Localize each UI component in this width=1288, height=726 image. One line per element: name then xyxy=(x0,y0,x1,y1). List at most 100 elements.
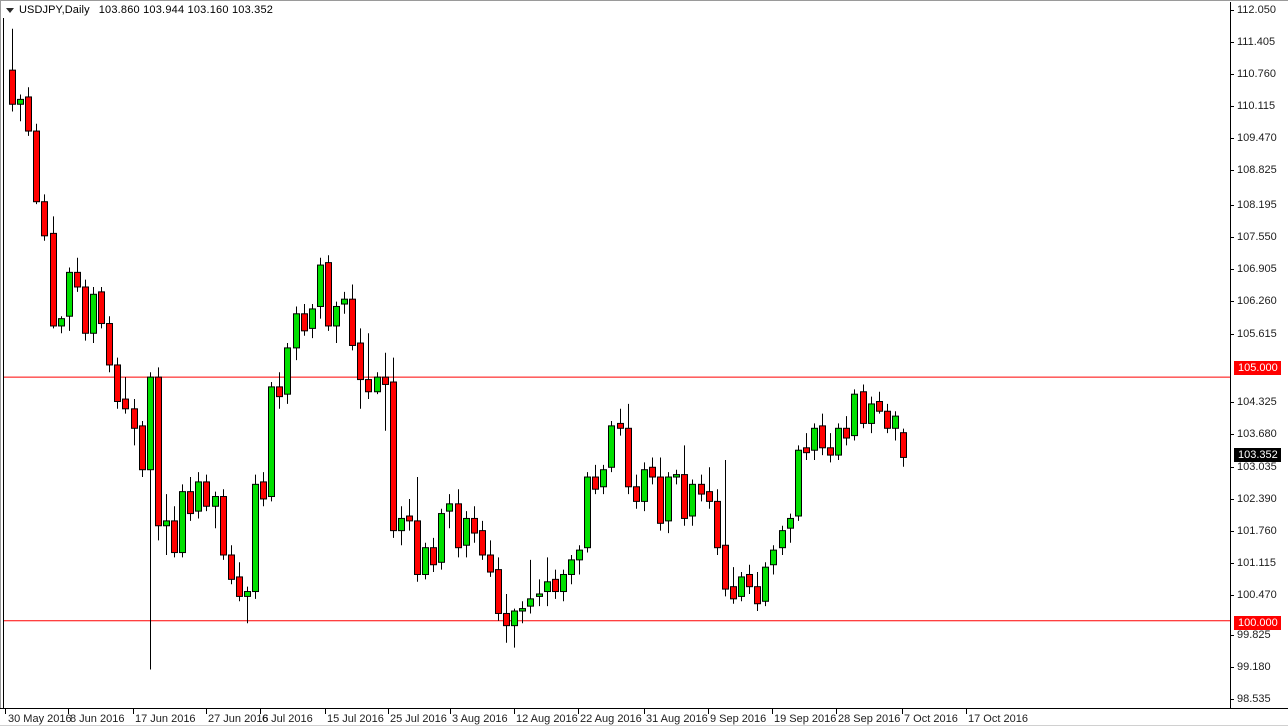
candle-bullish[interactable] xyxy=(341,291,348,314)
candle-bearish[interactable] xyxy=(706,467,713,509)
candle-bearish[interactable] xyxy=(633,474,640,509)
candle-bearish[interactable] xyxy=(819,413,826,456)
candle-bearish[interactable] xyxy=(722,459,729,597)
candle-bullish[interactable] xyxy=(519,601,526,624)
candle-bearish[interactable] xyxy=(681,445,688,526)
candle-bullish[interactable] xyxy=(787,513,794,543)
candle-bearish[interactable] xyxy=(657,457,664,531)
current-price-badge[interactable]: 103.352 xyxy=(1234,448,1281,462)
candle-bullish[interactable] xyxy=(284,343,291,404)
candle-bullish[interactable] xyxy=(779,525,786,555)
candle-bearish[interactable] xyxy=(260,472,267,507)
candle-bullish[interactable] xyxy=(212,491,219,529)
candle-bearish[interactable] xyxy=(617,408,624,436)
candle-bearish[interactable] xyxy=(592,464,599,495)
candle-bullish[interactable] xyxy=(163,494,170,555)
candle-bearish[interactable] xyxy=(382,352,389,431)
candle-bearish[interactable] xyxy=(455,489,462,558)
level-price-badge[interactable]: 100.000 xyxy=(1234,616,1281,630)
candle-bearish[interactable] xyxy=(714,489,721,555)
candle-bullish[interactable] xyxy=(147,372,154,670)
candle-bullish[interactable] xyxy=(90,286,97,344)
candle-bullish[interactable] xyxy=(179,484,186,558)
candle-bullish[interactable] xyxy=(374,372,381,395)
candle-bullish[interactable] xyxy=(770,545,777,575)
candlestick-plot-area[interactable] xyxy=(4,18,1230,708)
price-axis[interactable]: 112.050 111.405 110.760 110.115 109.470 108.8… xyxy=(1230,0,1288,708)
candle-bullish[interactable] xyxy=(568,554,575,585)
candle-bearish[interactable] xyxy=(884,403,891,434)
candle-bullish[interactable] xyxy=(446,494,453,529)
candle-bullish[interactable] xyxy=(293,306,300,361)
candle-bearish[interactable] xyxy=(203,474,210,512)
candle-bullish[interactable] xyxy=(195,472,202,519)
candle-bullish[interactable] xyxy=(58,316,65,334)
candle-bearish[interactable] xyxy=(114,357,121,409)
candle-bearish[interactable] xyxy=(25,87,32,136)
candle-bearish[interactable] xyxy=(349,284,356,351)
candle-bearish[interactable] xyxy=(33,123,40,205)
chevron-down-icon[interactable] xyxy=(6,8,14,13)
candle-bearish[interactable] xyxy=(495,557,502,621)
candle-bullish[interactable] xyxy=(17,94,24,122)
candle-bearish[interactable] xyxy=(471,506,478,543)
candle-bearish[interactable] xyxy=(106,316,113,373)
candle-bearish[interactable] xyxy=(325,255,332,331)
candle-bullish[interactable] xyxy=(689,479,696,526)
candle-bullish[interactable] xyxy=(835,423,842,460)
candle-bearish[interactable] xyxy=(730,567,737,604)
candle-bearish[interactable] xyxy=(236,562,243,602)
candle-bullish[interactable] xyxy=(851,389,858,441)
candle-bearish[interactable] xyxy=(9,28,16,112)
candle-bearish[interactable] xyxy=(365,333,372,400)
candle-bearish[interactable] xyxy=(876,391,883,414)
candle-bearish[interactable] xyxy=(139,420,146,478)
candle-bearish[interactable] xyxy=(98,286,105,329)
candle-bearish[interactable] xyxy=(390,357,397,538)
candle-bullish[interactable] xyxy=(66,267,73,331)
candle-bearish[interactable] xyxy=(228,545,235,585)
candle-bullish[interactable] xyxy=(252,474,259,599)
candle-bullish[interactable] xyxy=(244,586,251,624)
candle-bearish[interactable] xyxy=(414,477,421,582)
candle-bullish[interactable] xyxy=(738,572,745,602)
candle-bullish[interactable] xyxy=(422,542,429,580)
candle-bearish[interactable] xyxy=(625,403,632,495)
candle-bearish[interactable] xyxy=(122,377,129,414)
candle-bearish[interactable] xyxy=(860,384,867,429)
candle-bullish[interactable] xyxy=(811,423,818,460)
candle-bearish[interactable] xyxy=(74,257,81,292)
candle-bullish[interactable] xyxy=(317,257,324,319)
candle-bullish[interactable] xyxy=(463,511,470,558)
candle-bearish[interactable] xyxy=(479,520,486,560)
candle-bullish[interactable] xyxy=(600,464,607,495)
candle-bearish[interactable] xyxy=(155,367,162,541)
candle-bearish[interactable] xyxy=(843,416,850,446)
candle-bullish[interactable] xyxy=(576,545,583,575)
candle-bearish[interactable] xyxy=(803,433,810,460)
candle-bearish[interactable] xyxy=(50,216,57,329)
candle-bearish[interactable] xyxy=(698,474,705,502)
candle-bearish[interactable] xyxy=(187,477,194,521)
candle-bullish[interactable] xyxy=(527,559,534,614)
candle-bearish[interactable] xyxy=(746,564,753,594)
candle-bullish[interactable] xyxy=(608,420,615,473)
candle-bullish[interactable] xyxy=(892,411,899,441)
candle-bearish[interactable] xyxy=(220,489,227,560)
candle-bearish[interactable] xyxy=(41,194,48,241)
candle-bullish[interactable] xyxy=(795,445,802,521)
candle-bullish[interactable] xyxy=(333,301,340,344)
candle-bullish[interactable] xyxy=(665,472,672,534)
candle-bullish[interactable] xyxy=(544,557,551,607)
candle-bearish[interactable] xyxy=(487,540,494,577)
candle-bullish[interactable] xyxy=(868,396,875,434)
candle-bearish[interactable] xyxy=(827,433,834,463)
candle-bearish[interactable] xyxy=(131,399,138,446)
candle-bearish[interactable] xyxy=(82,279,89,341)
candle-bullish[interactable] xyxy=(398,506,405,546)
time-axis[interactable]: 30 May 2016 8 Jun 2016 17 Jun 2016 27 Jun 2… xyxy=(0,708,1288,726)
candle-bearish[interactable] xyxy=(276,372,283,409)
candle-bullish[interactable] xyxy=(536,579,543,607)
candle-bearish[interactable] xyxy=(406,498,413,531)
candle-bullish[interactable] xyxy=(309,304,316,339)
